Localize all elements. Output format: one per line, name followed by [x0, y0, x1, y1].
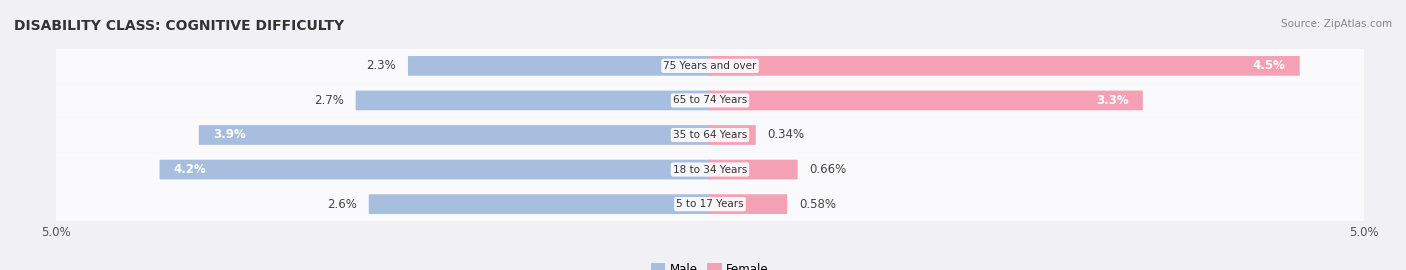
- Text: 0.66%: 0.66%: [810, 163, 846, 176]
- FancyBboxPatch shape: [356, 91, 711, 110]
- Text: 4.5%: 4.5%: [1253, 59, 1285, 72]
- Text: 2.3%: 2.3%: [367, 59, 396, 72]
- Text: 2.7%: 2.7%: [314, 94, 344, 107]
- Text: Source: ZipAtlas.com: Source: ZipAtlas.com: [1281, 19, 1392, 29]
- FancyBboxPatch shape: [53, 83, 1367, 118]
- FancyBboxPatch shape: [198, 125, 711, 145]
- FancyBboxPatch shape: [408, 56, 711, 76]
- FancyBboxPatch shape: [53, 118, 1367, 152]
- Text: 65 to 74 Years: 65 to 74 Years: [673, 95, 747, 106]
- Text: 3.9%: 3.9%: [214, 129, 246, 141]
- Text: 0.58%: 0.58%: [799, 198, 837, 211]
- Text: 4.2%: 4.2%: [174, 163, 207, 176]
- Legend: Male, Female: Male, Female: [651, 263, 769, 270]
- FancyBboxPatch shape: [709, 91, 1143, 110]
- FancyBboxPatch shape: [709, 125, 756, 145]
- FancyBboxPatch shape: [368, 194, 711, 214]
- Text: 18 to 34 Years: 18 to 34 Years: [673, 164, 747, 175]
- FancyBboxPatch shape: [53, 49, 1367, 83]
- Text: 3.3%: 3.3%: [1095, 94, 1129, 107]
- FancyBboxPatch shape: [53, 187, 1367, 221]
- Text: DISABILITY CLASS: COGNITIVE DIFFICULTY: DISABILITY CLASS: COGNITIVE DIFFICULTY: [14, 19, 344, 33]
- Text: 75 Years and over: 75 Years and over: [664, 61, 756, 71]
- FancyBboxPatch shape: [709, 194, 787, 214]
- FancyBboxPatch shape: [53, 152, 1367, 187]
- Text: 2.6%: 2.6%: [328, 198, 357, 211]
- FancyBboxPatch shape: [709, 160, 797, 179]
- Text: 35 to 64 Years: 35 to 64 Years: [673, 130, 747, 140]
- FancyBboxPatch shape: [709, 56, 1299, 76]
- FancyBboxPatch shape: [159, 160, 711, 179]
- Text: 5 to 17 Years: 5 to 17 Years: [676, 199, 744, 209]
- Text: 0.34%: 0.34%: [768, 129, 804, 141]
